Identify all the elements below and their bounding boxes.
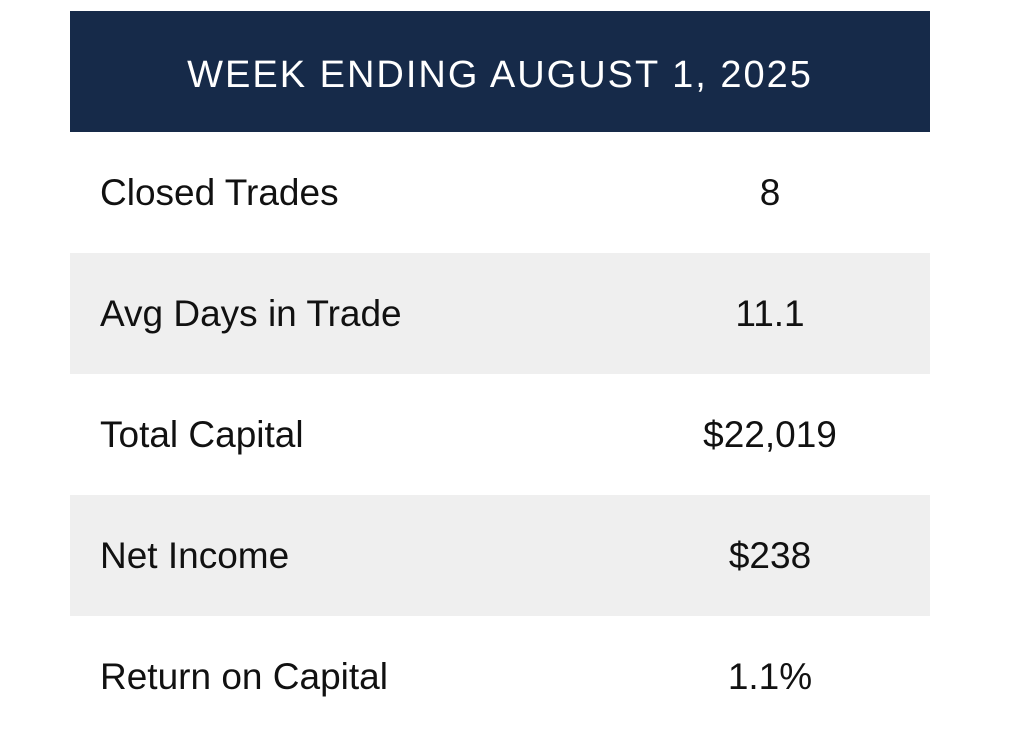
table-row-total-capital: Total Capital $22,019	[70, 374, 930, 495]
table-title: WEEK ENDING AUGUST 1, 2025	[187, 54, 813, 96]
row-value: $238	[728, 534, 812, 576]
weekly-summary-table: WEEK ENDING AUGUST 1, 2025 Closed Trades…	[70, 11, 930, 737]
table-row-avg-days-in-trade: Avg Days in Trade 11.1	[70, 253, 930, 374]
row-label: Total Capital	[100, 413, 304, 455]
row-label: Avg Days in Trade	[100, 292, 402, 334]
row-value: $22,019	[703, 413, 837, 455]
row-label: Closed Trades	[100, 171, 339, 213]
row-value: 8	[759, 171, 781, 213]
table-header: WEEK ENDING AUGUST 1, 2025	[70, 11, 930, 132]
table-row-net-income: Net Income $238	[70, 495, 930, 616]
row-label: Return on Capital	[100, 655, 388, 697]
table-row-closed-trades: Closed Trades 8	[70, 132, 930, 253]
row-label: Net Income	[100, 534, 290, 576]
table-row-return-on-capital: Return on Capital 1.1%	[70, 616, 930, 737]
row-value: 11.1	[735, 292, 805, 334]
row-value: 1.1%	[727, 655, 813, 697]
